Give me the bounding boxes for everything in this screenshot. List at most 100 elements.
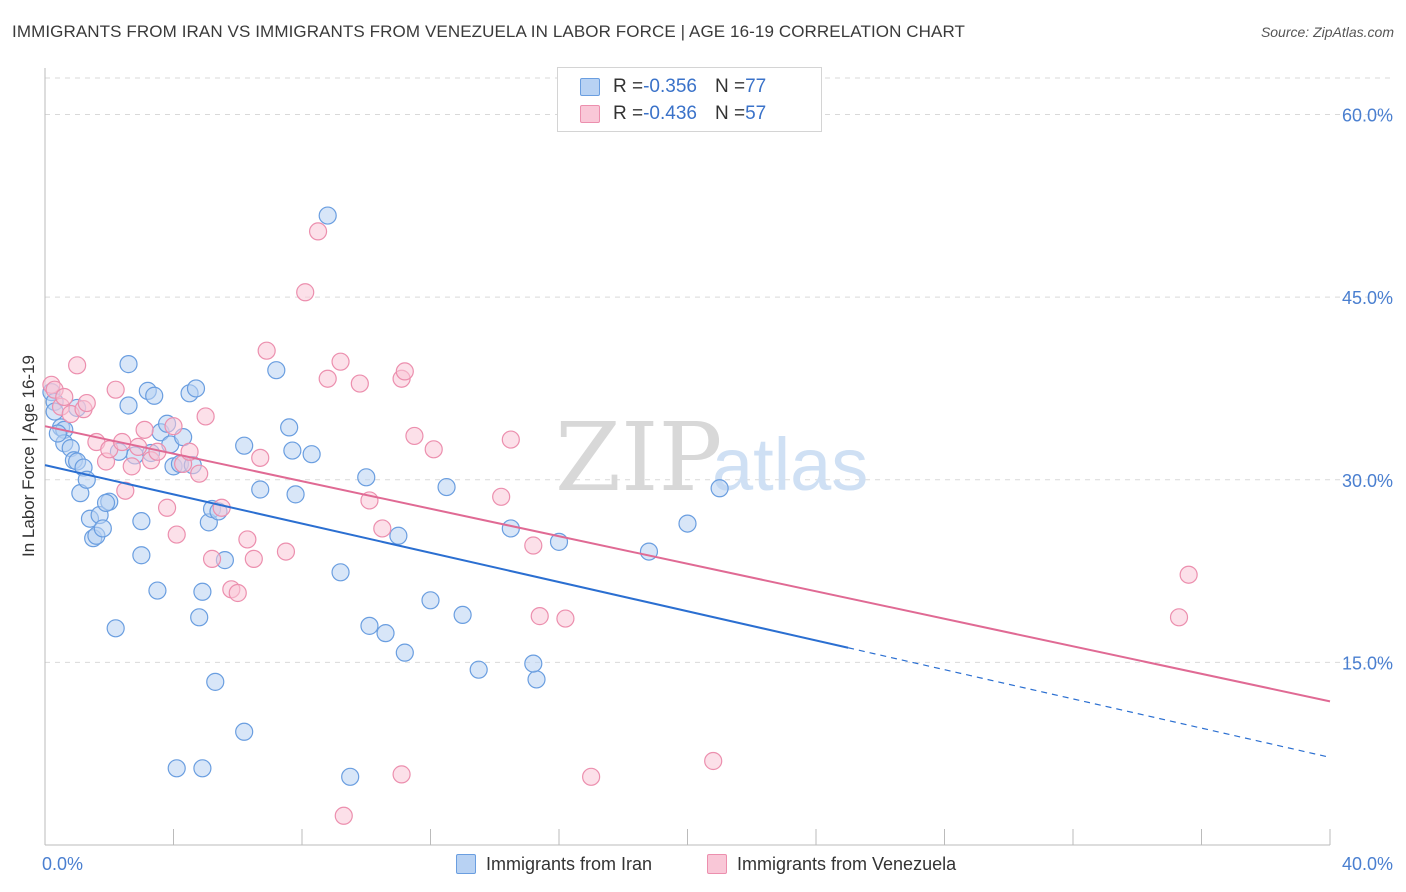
- point-iran-26: [148, 581, 167, 600]
- point-venezuela-13: [116, 481, 135, 500]
- legend-swatch-iran: [580, 78, 600, 96]
- point-venezuela-37: [318, 369, 337, 388]
- legend-swatch-venezuela: [580, 105, 600, 123]
- point-venezuela-38: [331, 352, 350, 371]
- point-iran-69: [341, 767, 360, 786]
- point-venezuela-31: [244, 549, 263, 568]
- y-tick-label-1: 30.0%: [1342, 471, 1393, 491]
- point-venezuela-47: [492, 487, 511, 506]
- point-venezuela-30: [238, 530, 257, 549]
- point-iran-68: [193, 759, 212, 778]
- point-venezuela-39: [350, 374, 369, 393]
- point-venezuela-20: [164, 417, 183, 436]
- point-venezuela-46: [501, 430, 520, 449]
- point-venezuela-53: [1179, 565, 1198, 584]
- point-venezuela-55: [334, 806, 353, 825]
- point-iran-57: [437, 477, 456, 497]
- y-axis-label: In Labor Force | Age 16-19: [19, 355, 38, 557]
- point-iran-47: [286, 485, 305, 504]
- watermark-atlas: atlas: [712, 423, 868, 506]
- point-iran-36: [193, 582, 212, 601]
- point-venezuela-14: [122, 457, 141, 476]
- point-venezuela-21: [167, 525, 186, 544]
- point-iran-60: [501, 519, 520, 538]
- legend-r-value-venezuela: -0.436: [643, 103, 697, 124]
- point-venezuela-3: [55, 387, 74, 407]
- point-iran-23: [132, 512, 151, 531]
- point-venezuela-29: [228, 583, 247, 603]
- point-venezuela-56: [392, 765, 411, 784]
- legend-r-label: R =: [613, 76, 644, 97]
- trend-line-iran: [44, 464, 849, 649]
- point-venezuela-7: [77, 393, 96, 413]
- watermark-zip: ZIP: [555, 403, 722, 513]
- point-iran-45: [280, 418, 299, 437]
- point-venezuela-26: [202, 549, 222, 568]
- trend-lines: [44, 425, 1331, 758]
- point-iran-42: [235, 722, 254, 741]
- bottom-legend-swatch-venezuela: [707, 854, 727, 874]
- point-iran-71: [96, 493, 116, 512]
- point-iran-19: [119, 355, 138, 374]
- point-iran-46: [283, 441, 302, 460]
- watermark: ZIP atlas: [555, 403, 868, 513]
- point-iran-17: [93, 519, 112, 538]
- point-venezuela-36: [308, 222, 328, 241]
- point-iran-73: [106, 619, 125, 638]
- point-iran-49: [318, 206, 337, 225]
- point-venezuela-33: [257, 341, 276, 360]
- legend-n-value-venezuela: 57: [745, 103, 767, 124]
- point-venezuela-35: [296, 283, 315, 302]
- axes: [44, 68, 1331, 846]
- point-venezuela-41: [373, 519, 392, 538]
- point-iran-56: [421, 591, 440, 610]
- point-iran-66: [710, 479, 729, 498]
- point-iran-50: [331, 563, 350, 582]
- point-iran-55: [395, 643, 414, 662]
- legend-n-label: N =: [714, 103, 746, 124]
- x-tick-label-1: 40.0%: [1342, 854, 1393, 874]
- point-iran-61: [527, 670, 546, 689]
- point-iran-22: [132, 546, 151, 565]
- x-tick-labels: 0.0% 40.0%: [42, 854, 1393, 874]
- point-iran-35: [190, 608, 209, 627]
- point-iran-25: [145, 386, 164, 405]
- legend-row-iran: R = -0.356 N = 77: [580, 74, 766, 100]
- point-iran-48: [302, 445, 321, 464]
- point-iran-59: [469, 660, 488, 679]
- point-iran-70: [235, 436, 254, 455]
- point-venezuela-34: [276, 542, 296, 561]
- point-iran-53: [376, 624, 395, 643]
- chart-title: IMMIGRANTS FROM IRAN VS IMMIGRANTS FROM …: [12, 22, 966, 41]
- point-venezuela-11: [106, 380, 125, 399]
- point-venezuela-45: [424, 440, 443, 459]
- y-tick-label-3: 60.0%: [1342, 106, 1393, 126]
- y-tick-labels: 15.0% 30.0% 45.0% 60.0%: [1342, 106, 1393, 674]
- point-venezuela-48: [524, 536, 543, 555]
- series-venezuela-points: [42, 222, 1198, 825]
- trend-line-venezuela: [44, 425, 1331, 703]
- point-iran-43: [251, 480, 270, 499]
- point-iran-20: [119, 396, 138, 415]
- x-tick-label-0: 0.0%: [42, 854, 83, 874]
- bottom-legend-swatch-iran: [456, 854, 476, 874]
- point-iran-67: [167, 759, 186, 778]
- point-venezuela-54: [1169, 608, 1189, 627]
- point-venezuela-32: [251, 448, 270, 467]
- legend-row-venezuela: R = -0.436 N = 57: [580, 101, 766, 127]
- point-venezuela-27: [212, 498, 231, 517]
- point-iran-65: [678, 514, 697, 533]
- source-label: Source: ZipAtlas.com: [1260, 24, 1394, 40]
- point-venezuela-19: [157, 498, 177, 517]
- point-venezuela-5: [68, 356, 87, 375]
- bottom-legend-iran: Immigrants from Iran: [456, 852, 652, 876]
- bottom-legend-venezuela: Immigrants from Venezuela: [707, 852, 956, 876]
- y-tick-label-2: 45.0%: [1342, 288, 1393, 308]
- bottom-legend-label-iran: Immigrants from Iran: [486, 853, 653, 874]
- point-iran-58: [453, 605, 472, 625]
- point-venezuela-44: [405, 426, 424, 446]
- point-iran-34: [186, 379, 206, 398]
- legend-n-value-iran: 77: [745, 76, 767, 97]
- point-iran-52: [360, 616, 379, 635]
